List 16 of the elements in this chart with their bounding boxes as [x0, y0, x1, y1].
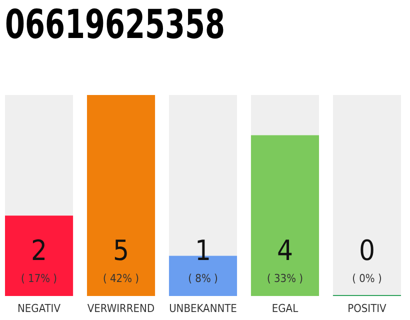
x-tick-label: VERWIRREND — [87, 302, 155, 315]
x-tick-label: NEGATIV — [18, 302, 61, 315]
data-label: 2 — [31, 234, 48, 267]
data-label: 5 — [112, 234, 130, 267]
data-label: 4 — [276, 234, 294, 267]
x-tick-label: UNBEKANNTE — [169, 302, 237, 315]
annotation: ( 0% ) — [352, 272, 382, 285]
annotation: ( 8% ) — [188, 272, 218, 285]
bar — [86, 95, 156, 296]
x-tick-label: POSITIV — [348, 302, 387, 315]
x-tick-label: EGAL — [272, 302, 299, 315]
annotation: ( 42% ) — [103, 272, 140, 285]
data-label: 0 — [358, 234, 375, 267]
annotation: ( 33% ) — [266, 272, 304, 285]
chart-title: 06619625358 — [5, 2, 280, 48]
annotation: ( 17% ) — [21, 272, 58, 285]
